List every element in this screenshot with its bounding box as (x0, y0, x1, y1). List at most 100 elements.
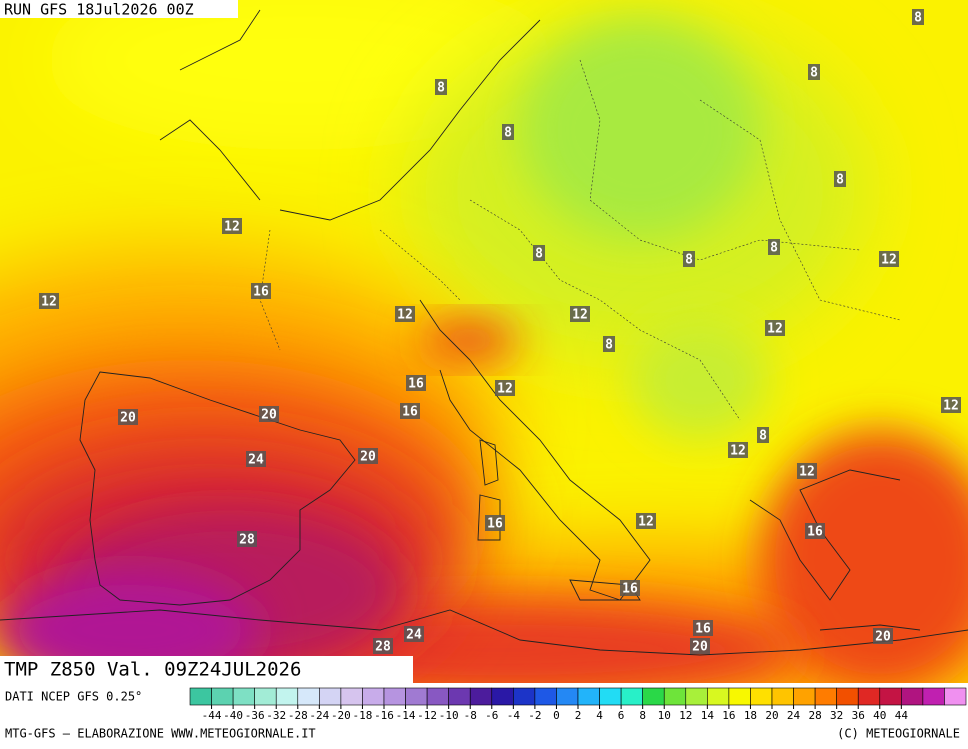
colorbar-tick-label: 24 (787, 709, 801, 722)
data-source: DATI NCEP GFS 0.25° (5, 690, 142, 704)
contour-label: 12 (572, 308, 588, 323)
colorbar-tick-label: 6 (618, 709, 625, 722)
colorbar-tick-label: -44 (202, 709, 222, 722)
contour-label-box (912, 9, 924, 25)
contour-label-box (797, 463, 817, 479)
colorbar-swatch (836, 687, 859, 706)
colorbar-tick-label: -4 (507, 709, 521, 722)
contour-label-box (805, 523, 825, 539)
contour-label-box (251, 283, 271, 299)
colorbar-swatch (448, 687, 471, 706)
contour-label: 8 (759, 429, 767, 444)
contour-label: 12 (224, 220, 240, 235)
colorbar-tick-label: 0 (553, 709, 560, 722)
coastlines (0, 9, 968, 656)
colorbar-swatch (405, 687, 428, 706)
contour-label-box (533, 245, 545, 261)
colorbar-swatch (922, 687, 945, 706)
contour-label: 12 (881, 253, 897, 268)
contour-label-box (693, 620, 713, 636)
colorbar-tick-label: -24 (309, 709, 329, 722)
colorbar-tick-label: 14 (701, 709, 715, 722)
contour-label: 8 (810, 66, 818, 81)
contour-label: 12 (730, 444, 746, 459)
contour-label: 8 (685, 253, 693, 268)
copyright: (C) METEOGIORNALE (837, 727, 960, 741)
colorbar-tick-label: 28 (808, 709, 821, 722)
contour-label: 24 (248, 453, 264, 468)
colorbar-tick-label: -10 (439, 709, 459, 722)
colorbar-swatch (879, 687, 902, 706)
contour-label-box (757, 427, 769, 443)
colorbar-tick-label: -36 (245, 709, 265, 722)
contour-label: 8 (437, 81, 445, 96)
colorbar-swatch (685, 687, 708, 706)
colorbar-tick-label: 20 (765, 709, 778, 722)
contour-label-box (941, 397, 961, 413)
contour-label-box (690, 638, 710, 654)
colorbar-tick-label: 32 (830, 709, 843, 722)
colorbar-swatch (319, 687, 342, 706)
contour-label: 16 (402, 405, 418, 420)
contour-label-box (636, 513, 656, 529)
contour-label-box (39, 293, 59, 309)
contour-label: 12 (943, 399, 959, 414)
colorbar-tick-label: 36 (852, 709, 865, 722)
colorbar-tick-label: 18 (744, 709, 757, 722)
contour-label-box (118, 409, 138, 425)
colorbar-tick-label: 4 (596, 709, 603, 722)
colorbar-tick-label: -32 (266, 709, 286, 722)
colorbar-swatch (275, 687, 299, 706)
colorbar: -44 -40 -36 -32 -28 -24 -20 -18 -16 -14 -12 -10 -8 -6… (189, 687, 967, 722)
contour-label-box (873, 628, 893, 644)
contour-label: 12 (397, 308, 413, 323)
contour-label-box (406, 375, 426, 391)
colorbar-swatch (297, 687, 320, 706)
contour-label: 16 (807, 525, 823, 540)
contour-label-box (259, 406, 279, 422)
title-box (0, 656, 413, 683)
contour-label-box (485, 515, 505, 531)
contour-label: 16 (695, 622, 711, 637)
contour-label-box (435, 79, 447, 95)
contour-label: 12 (767, 322, 783, 337)
colorbar-tick-label: 44 (895, 709, 909, 722)
contour-label: 12 (41, 295, 57, 310)
contour-label-box (620, 580, 640, 596)
colorbar-tick-label: 2 (575, 709, 582, 722)
colorbar-tick-label: 12 (679, 709, 692, 722)
colorbar-tick-label: -20 (331, 709, 351, 722)
colorbar-swatch (599, 687, 622, 706)
contour-label-box (495, 380, 515, 396)
contour-label: 20 (261, 408, 277, 423)
contour-label: 24 (406, 628, 422, 643)
contour-label-box (728, 442, 748, 458)
colorbar-swatch (254, 687, 277, 706)
contour-label-box (246, 451, 266, 467)
colorbar-tick-label: -14 (396, 709, 416, 722)
contour-label: 20 (120, 411, 136, 426)
colorbar-tick-label: 8 (639, 709, 646, 722)
colorbar-swatch (362, 687, 385, 706)
contour-label: 8 (836, 173, 844, 188)
contour-label-box (395, 306, 415, 322)
contour-label: 8 (504, 126, 512, 141)
colorbar-tick-label: -16 (374, 709, 394, 722)
contour-label: 12 (497, 382, 513, 397)
colorbar-swatch (857, 687, 881, 706)
contour-label-box (400, 403, 420, 419)
contour-label: 8 (605, 338, 613, 353)
contour-label-box (683, 251, 695, 267)
run-box (0, 0, 238, 18)
contour-label: 16 (487, 517, 503, 532)
contour-label: 28 (239, 533, 255, 548)
colorbar-swatch (189, 687, 212, 706)
contour-label: 20 (360, 450, 376, 465)
contour-label-box (570, 306, 590, 322)
contour-label: 12 (638, 515, 654, 530)
colorbar-swatch (620, 687, 643, 706)
contour-label: 16 (408, 377, 424, 392)
colorbar-swatch (556, 687, 579, 706)
colorbar-swatch (577, 687, 600, 706)
